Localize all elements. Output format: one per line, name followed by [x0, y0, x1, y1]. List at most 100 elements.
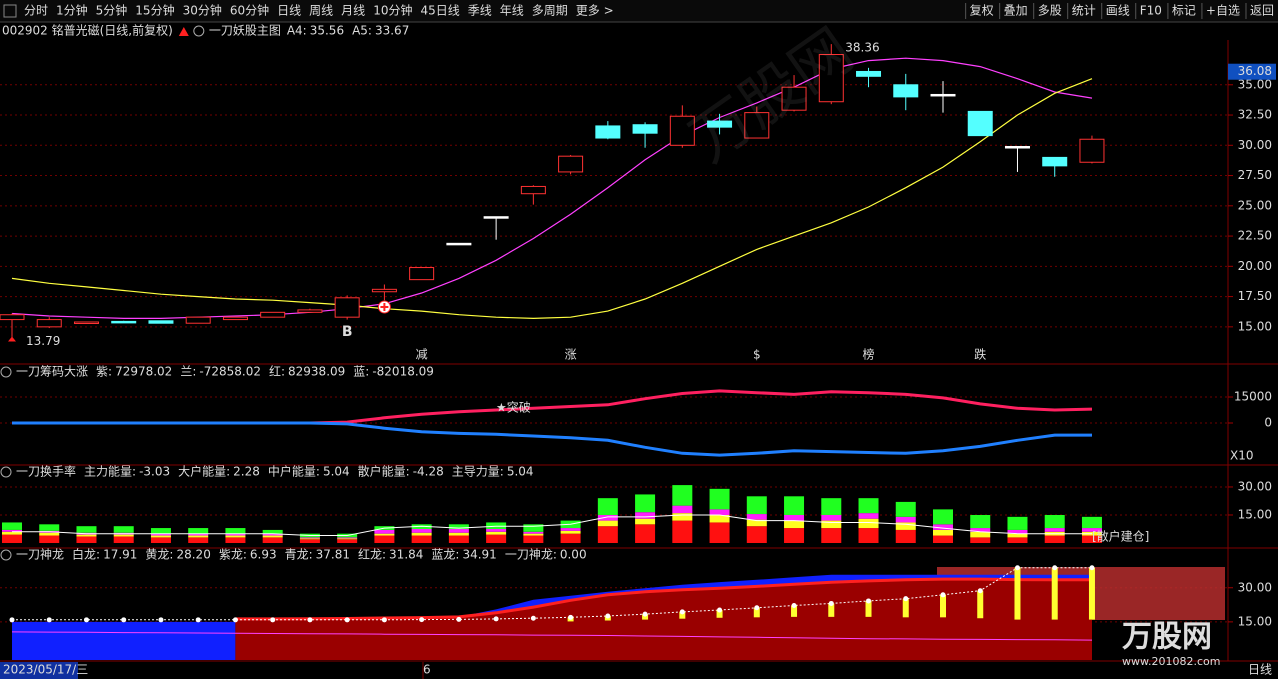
toolbar-button[interactable]: 画线	[1106, 4, 1130, 18]
collapse-icon[interactable]	[0, 366, 12, 378]
blue-base-area	[12, 621, 236, 660]
toolbar-tab[interactable]: 30分钟	[183, 3, 222, 18]
turnover-segment	[225, 537, 246, 543]
yellow-bar	[1088, 567, 1095, 620]
turnover-segment	[523, 535, 544, 543]
turnover-segment	[895, 529, 916, 543]
collapse-icon[interactable]	[0, 466, 12, 478]
candle-body	[334, 297, 360, 318]
toolbar-button[interactable]: 复权	[970, 4, 994, 18]
turnover-segment	[672, 505, 693, 514]
dragon-dot	[1089, 565, 1095, 571]
indicator-label: 蓝龙:	[431, 548, 459, 562]
turnover-segment	[970, 514, 991, 529]
turnover-segment	[597, 520, 618, 527]
event-label: 跌	[974, 347, 986, 362]
toolbar-button[interactable]: F10	[1140, 4, 1162, 18]
candle-body	[185, 316, 211, 324]
leading-line	[12, 514, 1092, 536]
turnover-segment	[2, 534, 22, 543]
turnover-segment	[858, 528, 879, 543]
turnover-segment	[188, 533, 209, 536]
candle-body	[558, 155, 584, 173]
indicator-label: 蓝:	[353, 365, 369, 379]
turnover-segment	[858, 518, 879, 529]
turnover-segment	[448, 535, 469, 543]
turnover-segment	[150, 533, 171, 536]
turnover-segment	[821, 528, 842, 543]
yellow-bar	[679, 611, 686, 619]
dragon-dot	[903, 596, 909, 602]
collapse-icon[interactable]	[0, 549, 12, 561]
indicator-value: 31.84	[389, 548, 423, 562]
dragon-dot	[158, 617, 164, 623]
period-label: 日线	[1248, 663, 1272, 677]
turnover-segment	[374, 535, 395, 543]
turnover-segment	[784, 514, 805, 521]
toolbar-tab[interactable]: 周线	[309, 4, 333, 18]
y-tick-label: 0	[1264, 415, 1272, 429]
turnover-segment	[523, 533, 544, 536]
turnover-segment	[486, 534, 507, 543]
toolbar-tab[interactable]: 10分钟	[373, 3, 412, 18]
turnover-segment	[635, 512, 656, 519]
event-label: 减	[416, 348, 428, 362]
toolbar-tab[interactable]: 1分钟	[56, 3, 88, 18]
toolbar-button[interactable]: +自选	[1206, 4, 1240, 18]
annotation: [散户建仓]	[1092, 529, 1149, 544]
indicator-name: 一刀筹码大涨	[16, 364, 88, 379]
candle-body	[520, 185, 546, 195]
indicator-value: 5.04	[507, 465, 534, 479]
indicator-label: 兰:	[180, 365, 196, 379]
dragon-dot	[828, 600, 834, 606]
turnover-segment	[411, 535, 432, 543]
y-tick-label: 22.50	[1238, 229, 1272, 243]
scale-label: X10	[1230, 449, 1254, 463]
toolbar-tab[interactable]: 5分钟	[96, 3, 128, 18]
toolbar-button[interactable]: 统计	[1072, 4, 1096, 18]
magenta-line	[11, 631, 1093, 641]
turnover-segment	[225, 535, 246, 538]
toolbar-button[interactable]: 多股	[1038, 4, 1062, 18]
toolbar-tab[interactable]: 年线	[500, 4, 524, 18]
turnover-segment	[448, 532, 469, 536]
event-label: 榜	[863, 347, 875, 362]
indicator-value: -72858.02	[199, 365, 261, 379]
toolbar-tab[interactable]: 分时	[24, 4, 48, 18]
turnover-segment	[113, 536, 134, 543]
candle-body	[632, 124, 658, 134]
turnover-segment	[523, 531, 544, 534]
low-label: 13.79	[26, 334, 60, 348]
toolbar-tab[interactable]: 季线	[468, 4, 492, 18]
turnover-segment	[784, 520, 805, 529]
y-tick-label: 30.00	[1238, 479, 1272, 493]
toolbar-tab[interactable]: 月线	[341, 4, 365, 18]
turnover-segment	[560, 528, 581, 531]
toolbar-button[interactable]: 返回	[1250, 4, 1274, 18]
last-price-box	[1228, 63, 1276, 80]
dragon-dot	[866, 598, 872, 604]
red-area	[235, 579, 1092, 660]
turnover-segment	[746, 519, 767, 527]
toolbar-tab[interactable]: 日线	[277, 4, 301, 18]
indicator-label: 散户能量:	[358, 464, 410, 479]
toolbar-tab[interactable]: 45日线	[420, 4, 459, 18]
turnover-segment	[374, 529, 395, 534]
dragon-dot	[530, 615, 536, 621]
toolbar-tab[interactable]: 15分钟	[135, 3, 174, 18]
toolbar-button[interactable]: 叠加	[1004, 4, 1028, 18]
y-tick-label: 15.00	[1238, 614, 1272, 628]
dragon-dot	[605, 613, 611, 619]
turnover-segment	[299, 538, 320, 540]
toolbar-tab[interactable]: 多周期	[532, 4, 568, 18]
yellow-bar	[828, 603, 835, 617]
dragon-dot	[344, 617, 350, 623]
toolbar-tab[interactable]: 60分钟	[230, 3, 269, 18]
collapse-icon[interactable]	[193, 25, 205, 37]
candle-body	[1079, 138, 1105, 163]
toolbar-tab[interactable]: 更多 >	[576, 4, 614, 18]
toolbar-button[interactable]: 标记	[1172, 4, 1196, 18]
dragon-dot	[679, 609, 685, 615]
turnover-segment	[597, 514, 618, 521]
turnover-segment	[337, 537, 358, 539]
